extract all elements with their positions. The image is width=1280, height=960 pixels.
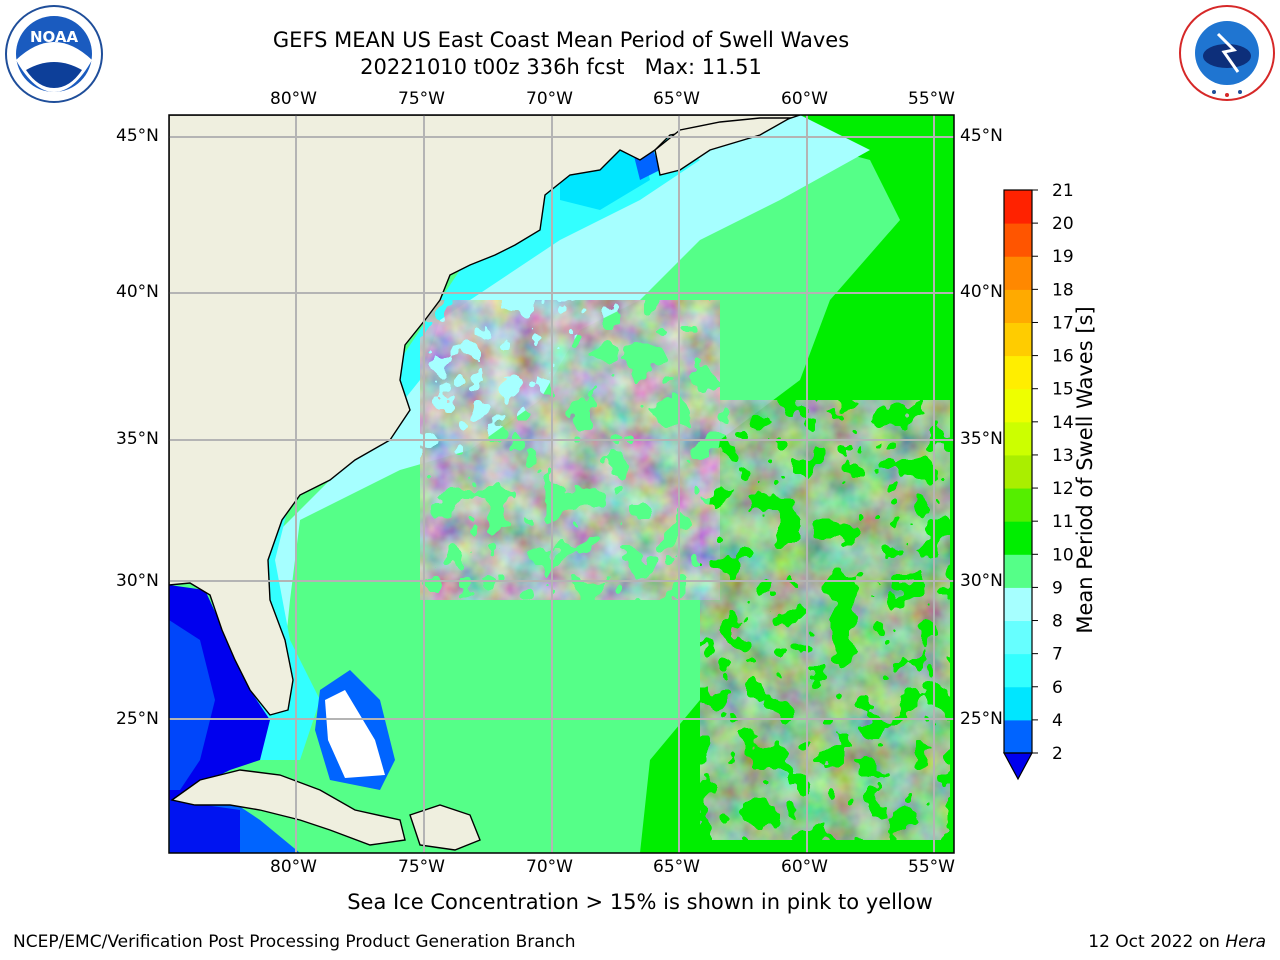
colorbar-tick-label: 10 <box>1052 545 1074 565</box>
lat-label-left: 30°N <box>116 571 159 591</box>
credit-left: NCEP/EMC/Verification Post Processing Pr… <box>13 932 576 952</box>
lat-label-left: 40°N <box>116 282 159 302</box>
lon-label-top: 75°W <box>398 89 445 109</box>
colorbar-swatch <box>1004 223 1032 257</box>
colorbar-tick-label: 17 <box>1052 313 1074 333</box>
colorbar-swatch <box>1004 554 1032 588</box>
colorbar-swatch <box>1004 322 1032 357</box>
lat-label-left: 45°N <box>116 126 159 146</box>
colorbar-tick-label: 16 <box>1052 347 1074 367</box>
lat-label-right: 45°N <box>960 126 1003 146</box>
colorbar-swatch <box>1004 686 1032 721</box>
map-frame <box>168 114 955 854</box>
map-title: GEFS MEAN US East Coast Mean Period of S… <box>272 28 850 52</box>
colorbar-label: Mean Period of Swell Waves [s] <box>1073 306 1097 634</box>
colorbar-tick-label: 20 <box>1052 214 1074 234</box>
cuba-land <box>170 769 406 846</box>
colorbar-swatch <box>1004 620 1032 655</box>
sea-ice-note: Sea Ice Concentration > 15% is shown in … <box>347 890 933 914</box>
lat-label-left: 35°N <box>116 429 159 449</box>
lon-label-top: 60°W <box>781 89 828 109</box>
swell-period-field <box>169 115 954 853</box>
colorbar-tick-label: 6 <box>1052 678 1063 698</box>
lat-label-right: 25°N <box>960 709 1003 729</box>
hispaniola-land <box>409 804 481 851</box>
colorbar-frame <box>1003 189 1033 754</box>
lon-label-top: 55°W <box>908 89 955 109</box>
lat-label-right: 30°N <box>960 571 1003 591</box>
lon-label-top: 70°W <box>526 89 573 109</box>
graticule <box>169 115 954 853</box>
colorbar-swatch <box>1004 521 1032 555</box>
lon-label-bottom: 75°W <box>398 857 445 877</box>
colorbar-swatch <box>1004 355 1032 390</box>
map-subtitle: 20221010 t00z 336h fcst Max: 11.51 <box>360 55 762 79</box>
north-america-land <box>169 115 801 716</box>
noaa-logo: NOAA <box>4 4 104 104</box>
colorbar-tick-label: 4 <box>1052 711 1063 731</box>
colorbar-tick-label: 18 <box>1052 280 1074 300</box>
colorbar-swatch <box>1004 421 1032 456</box>
colorbar-swatch <box>1004 256 1032 290</box>
nws-logo <box>1178 4 1276 102</box>
colorbar-swatch <box>1004 488 1032 522</box>
lon-label-bottom: 55°W <box>908 857 955 877</box>
colorbar-swatch <box>1004 388 1032 423</box>
noaa-logo-text: NOAA <box>30 28 79 46</box>
colorbar-tick-label: 13 <box>1052 446 1074 466</box>
colorbar-swatch <box>1004 719 1032 754</box>
colorbar-tick-label: 15 <box>1052 380 1074 400</box>
lon-label-bottom: 60°W <box>781 857 828 877</box>
nova-scotia-land <box>654 117 793 176</box>
credit-right: 12 Oct 2022 on Hera <box>1088 932 1266 952</box>
colorbar-swatch <box>1004 454 1032 489</box>
lat-label-left: 25°N <box>116 709 159 729</box>
colorbar-tick-label: 12 <box>1052 479 1074 499</box>
credit-date: 12 Oct 2022 on <box>1088 932 1226 952</box>
colorbar-tick-label: 7 <box>1052 645 1063 665</box>
colorbar-tick-label: 21 <box>1052 181 1074 201</box>
colorbar: 2 4 6 7 8 9 10 11 12 13 14 15 16 17 18 19 20 21 <box>1002 181 1074 781</box>
colorbar-under-arrow <box>1002 752 1034 781</box>
credit-machine: Hera <box>1225 932 1266 952</box>
colorbar-tick-label: 9 <box>1052 578 1063 598</box>
lon-label-top: 80°W <box>270 89 317 109</box>
colorbar-swatch <box>1004 289 1032 323</box>
colorbar-swatch <box>1004 190 1032 224</box>
colorbar-tick-label: 11 <box>1052 512 1074 532</box>
colorbar-swatch <box>1004 653 1032 688</box>
colorbar-tick-label: 19 <box>1052 247 1074 267</box>
lat-label-right: 35°N <box>960 429 1003 449</box>
colorbar-swatch <box>1004 587 1032 622</box>
lon-label-top: 65°W <box>653 89 700 109</box>
lon-label-bottom: 65°W <box>653 857 700 877</box>
lon-label-bottom: 70°W <box>526 857 573 877</box>
colorbar-tick-label: 8 <box>1052 612 1063 632</box>
lon-label-bottom: 80°W <box>270 857 317 877</box>
colorbar-tick-label: 14 <box>1052 413 1074 433</box>
lat-label-right: 40°N <box>960 282 1003 302</box>
colorbar-tick-label: 2 <box>1052 744 1063 764</box>
